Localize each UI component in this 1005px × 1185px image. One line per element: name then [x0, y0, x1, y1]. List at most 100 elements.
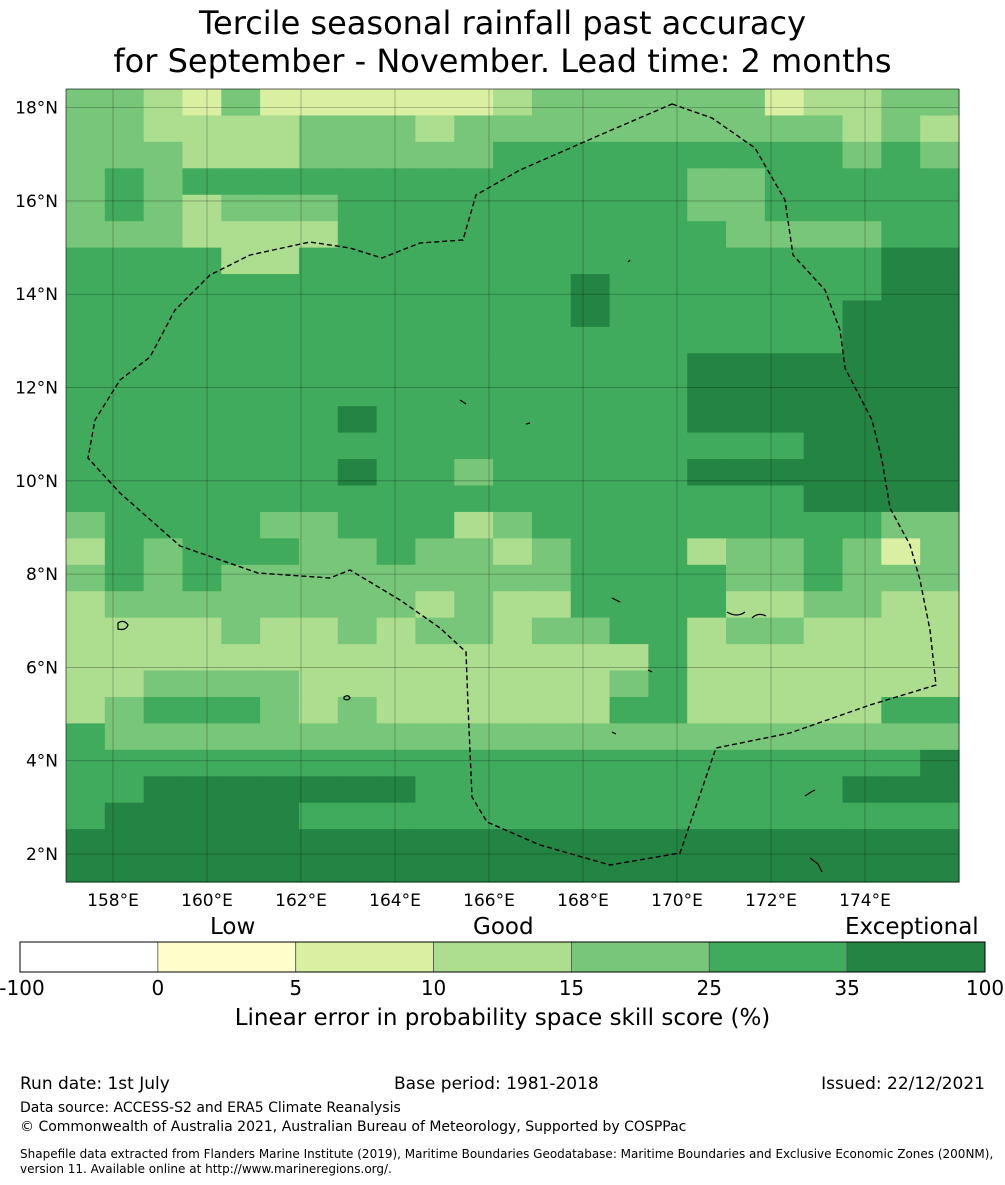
- skill-cell: [260, 300, 300, 328]
- skill-cell: [726, 247, 766, 275]
- skill-cell: [454, 379, 494, 407]
- skill-cell: [687, 274, 727, 302]
- skill-cell: [609, 749, 649, 777]
- skill-cell: [687, 802, 727, 830]
- skill-cell: [493, 353, 533, 381]
- skill-cell: [221, 168, 261, 196]
- skill-cell: [531, 670, 572, 698]
- skill-cell: [182, 89, 222, 117]
- issued-date: Issued: 22/12/2021: [821, 1074, 985, 1094]
- skill-cell: [66, 749, 106, 777]
- skill-cell: [221, 855, 261, 883]
- skill-cell: [842, 300, 882, 328]
- skill-cell: [648, 406, 688, 434]
- skill-cell: [415, 379, 455, 407]
- skill-cell: [415, 564, 455, 592]
- skill-cell: [687, 855, 727, 883]
- skill-cell: [182, 406, 222, 434]
- skill-cell: [881, 89, 921, 117]
- skill-cell: [609, 802, 649, 830]
- skill-cell: [609, 89, 649, 117]
- skill-cell: [298, 459, 339, 487]
- skill-cell: [66, 723, 106, 751]
- skill-cell: [920, 300, 960, 328]
- skill-cell: [337, 511, 378, 539]
- skill-cell: [260, 776, 300, 804]
- colorbar-segment: [157, 941, 297, 973]
- map-gridlines: [66, 89, 959, 882]
- skill-cell: [337, 353, 378, 381]
- skill-cell: [687, 221, 727, 249]
- longitude-tick-label: 158°E: [87, 891, 139, 911]
- skill-cell: [337, 247, 378, 275]
- skill-cell: [104, 776, 145, 804]
- skill-cell: [104, 274, 145, 302]
- skill-cell: [648, 802, 688, 830]
- skill-cell: [609, 644, 649, 672]
- skill-cell: [376, 617, 417, 645]
- skill-cell: [493, 194, 533, 222]
- skill-cell: [648, 379, 688, 407]
- skill-cell: [648, 221, 688, 249]
- skill-cell: [298, 564, 339, 592]
- skill-cell: [66, 802, 106, 830]
- skill-cell: [842, 644, 882, 672]
- skill-cell: [493, 802, 533, 830]
- skill-cell: [221, 802, 261, 830]
- skill-cell: [842, 115, 882, 143]
- colorbar-segment: [295, 941, 434, 973]
- skill-cell: [648, 300, 688, 328]
- skill-cell: [143, 274, 184, 302]
- skill-cell: [143, 644, 184, 672]
- skill-cell: [803, 115, 844, 143]
- skill-cell: [376, 591, 417, 619]
- skill-cell: [881, 670, 921, 698]
- skill-cell: [570, 564, 611, 592]
- skill-cell: [337, 168, 378, 196]
- skill-cell: [570, 538, 611, 566]
- longitude-tick-label: 174°E: [839, 891, 891, 911]
- skill-cell: [454, 432, 494, 460]
- skill-cell: [337, 564, 378, 592]
- skill-cell: [531, 485, 572, 513]
- skill-cell: [415, 829, 455, 857]
- skill-cell: [143, 829, 184, 857]
- skill-cell: [454, 670, 494, 698]
- skill-cell: [454, 141, 494, 169]
- skill-cell: [104, 115, 145, 143]
- skill-cell: [764, 89, 805, 117]
- skill-cell: [570, 511, 611, 539]
- latitude-tick-label: 4°N: [26, 752, 58, 772]
- skill-cell: [570, 855, 611, 883]
- skill-cell: [842, 696, 882, 724]
- skill-cell: [298, 538, 339, 566]
- skill-cell: [104, 300, 145, 328]
- skill-cell: [881, 829, 921, 857]
- skill-cell: [182, 485, 222, 513]
- skill-cell: [298, 617, 339, 645]
- skill-cell: [415, 538, 455, 566]
- skill-cell: [570, 141, 611, 169]
- skill-cell: [182, 247, 222, 275]
- skill-cell: [803, 432, 844, 460]
- skill-cell: [182, 115, 222, 143]
- skill-cell: [337, 432, 378, 460]
- skill-cell: [842, 353, 882, 381]
- skill-cell: [104, 247, 145, 275]
- skill-cell: [764, 485, 805, 513]
- skill-cell: [493, 89, 533, 117]
- skill-grid-cells: [66, 89, 960, 883]
- skill-cell: [920, 326, 960, 354]
- skill-cell: [842, 591, 882, 619]
- skill-cell: [66, 564, 106, 592]
- skill-cell: [609, 300, 649, 328]
- skill-cell: [298, 247, 339, 275]
- skill-cell: [104, 511, 145, 539]
- skill-cell: [726, 538, 766, 566]
- skill-cell: [764, 221, 805, 249]
- skill-cell: [609, 326, 649, 354]
- skill-cell: [260, 115, 300, 143]
- skill-cell: [182, 644, 222, 672]
- skill-cell: [764, 432, 805, 460]
- skill-cell: [842, 141, 882, 169]
